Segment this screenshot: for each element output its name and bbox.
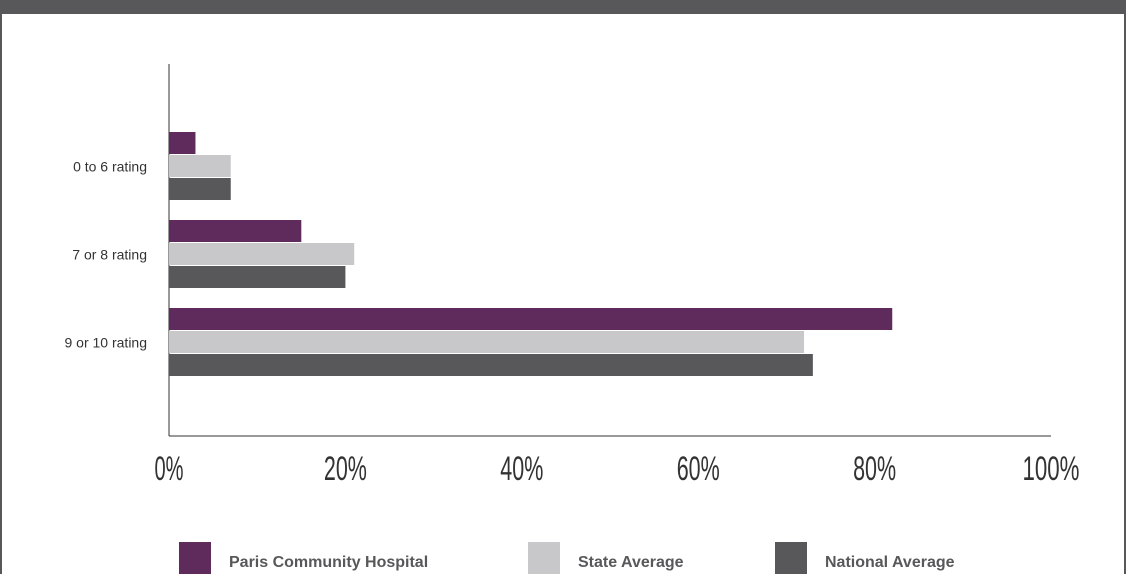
legend-item-state: State Average: [528, 542, 684, 574]
x-tick-label: 80%: [853, 450, 896, 488]
x-tick-labels: 0% 20% 40% 60% 80% 100%: [155, 450, 1080, 488]
legend-label-paris: Paris Community Hospital: [229, 554, 429, 571]
bar-paris-1: [169, 132, 196, 154]
legend-swatch-paris: [179, 542, 211, 574]
legend-swatch-national: [775, 542, 807, 574]
category-label: 0 to 6 rating: [73, 159, 147, 175]
bars-group: [169, 132, 893, 376]
bar-state-1: [169, 155, 231, 177]
bar-state-3: [169, 331, 805, 353]
bar-national-1: [169, 178, 231, 200]
x-tick-label: 20%: [324, 450, 367, 488]
legend-swatch-state: [528, 542, 560, 574]
legend-item-national: National Average: [775, 542, 955, 574]
category-label: 7 or 8 rating: [72, 247, 147, 263]
legend-label-national: National Average: [825, 554, 955, 571]
legend: Paris Community Hospital State Average N…: [0, 542, 1126, 574]
x-tick-label: 100%: [1023, 450, 1080, 488]
x-tick-label: 40%: [500, 450, 543, 488]
legend-item-paris: Paris Community Hospital: [179, 542, 428, 574]
bar-national-3: [169, 354, 813, 376]
bar-paris-2: [169, 220, 302, 242]
bar-state-2: [169, 243, 355, 265]
bar-paris-3: [169, 308, 893, 330]
legend-label-state: State Average: [578, 554, 684, 571]
x-tick-label: 0%: [155, 450, 184, 488]
x-tick-label: 60%: [677, 450, 720, 488]
category-label: 9 or 10 rating: [65, 335, 148, 351]
bar-national-2: [169, 266, 346, 288]
category-labels: 0 to 6 rating 7 or 8 rating 9 or 10 rating: [65, 159, 148, 351]
